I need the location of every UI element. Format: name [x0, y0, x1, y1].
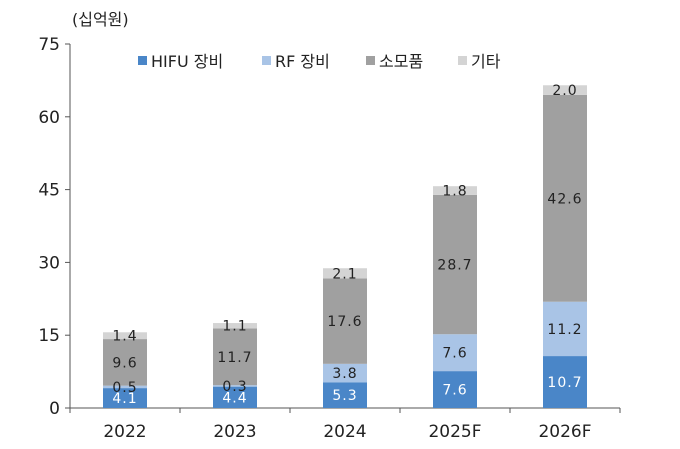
- data-label: 11.7: [217, 350, 252, 366]
- x-tick-label: 2024: [323, 422, 366, 442]
- unit-label: (십억원): [72, 10, 129, 29]
- x-tick-label: 2026F: [538, 422, 591, 442]
- legend-swatch: [366, 56, 375, 65]
- bar-segment: [433, 194, 477, 335]
- x-tick-label: 2022: [103, 422, 146, 442]
- bar-segment: [433, 186, 477, 195]
- bar-segment: [103, 332, 147, 340]
- legend-label: 기타: [471, 52, 501, 71]
- legend-swatch: [262, 56, 271, 65]
- data-label: 17.6: [327, 314, 362, 330]
- bar-segment: [213, 323, 257, 329]
- bar-segment: [543, 356, 587, 408]
- data-label: 7.6: [442, 383, 467, 399]
- bar-segment: [103, 385, 147, 389]
- data-label: 1.1: [222, 319, 247, 335]
- x-axis-labels: 2022 2023 2024 2025F 2026F: [69, 408, 621, 442]
- data-label: 4.4: [222, 390, 247, 406]
- legend: HIFU 장비 RF 장비 소모품 기타: [138, 52, 501, 71]
- data-label: 0.5: [112, 380, 137, 396]
- y-tick-label: 75: [38, 35, 60, 55]
- legend-label: 소모품: [379, 52, 423, 71]
- data-label: 1.8: [442, 184, 467, 200]
- bar-segment: [103, 388, 147, 408]
- data-label: 11.2: [547, 322, 582, 338]
- data-labels: 4.10.5 9.6 1.4 4.40.3 11.7 1.1 5.3 3.8 17.6 2.1 7.…: [112, 83, 582, 407]
- data-label: 42.6: [547, 191, 582, 207]
- bar-segment: [213, 385, 257, 387]
- data-label: 4.1: [112, 391, 137, 407]
- data-label: 3.8: [332, 366, 357, 382]
- data-label: 28.7: [437, 258, 472, 274]
- bar-segment: [543, 301, 587, 357]
- y-tick-label: 0: [49, 399, 60, 419]
- bar-segment: [323, 268, 367, 279]
- data-label: 5.3: [332, 388, 357, 404]
- bar-segment: [433, 371, 477, 408]
- legend-label: HIFU 장비: [151, 52, 223, 71]
- bar-segment: [103, 339, 147, 386]
- y-tick-label: 30: [38, 253, 60, 273]
- data-label: 2.1: [332, 266, 357, 282]
- y-tick-label: 60: [38, 108, 60, 128]
- bar-segment: [213, 328, 257, 386]
- legend-swatch: [138, 56, 147, 65]
- bar-segment: [213, 386, 257, 408]
- bar-segment: [323, 363, 367, 383]
- x-tick-label: 2023: [213, 422, 256, 442]
- legend-label: RF 장비: [275, 52, 330, 71]
- data-label: 2.0: [552, 83, 577, 99]
- data-label: 10.7: [547, 375, 582, 391]
- bars: [103, 85, 587, 408]
- x-tick-label: 2025F: [428, 422, 481, 442]
- bar-segment: [323, 278, 367, 364]
- data-label: 0.3: [222, 379, 247, 395]
- legend-swatch: [458, 56, 467, 65]
- data-label: 9.6: [112, 355, 137, 371]
- y-tick-label: 45: [38, 181, 60, 201]
- data-label: 1.4: [112, 329, 137, 345]
- bar-segment: [323, 382, 367, 408]
- bar-segment: [543, 85, 587, 95]
- y-axis-ticks: 0 15 30 45 60 75: [38, 35, 70, 419]
- data-label: 7.6: [442, 346, 467, 362]
- bar-segment: [543, 94, 587, 302]
- y-tick-label: 15: [38, 326, 60, 346]
- bar-segment: [433, 334, 477, 372]
